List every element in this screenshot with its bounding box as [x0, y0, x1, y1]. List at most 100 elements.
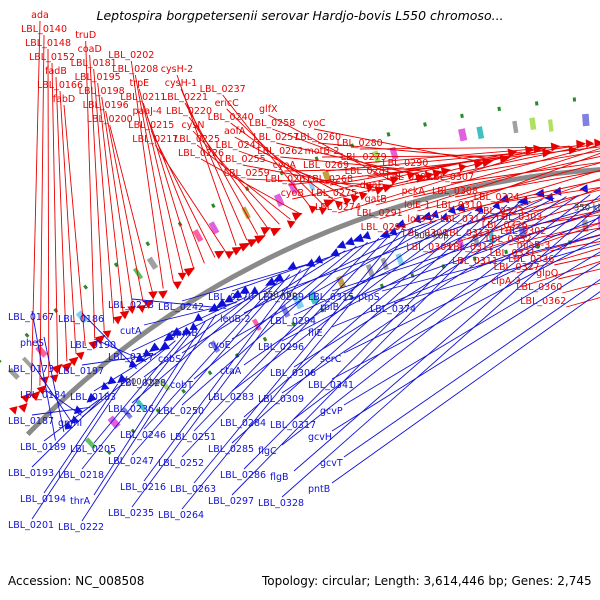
forward-gene-label: motB-2 — [305, 146, 340, 157]
cog-feature — [7, 367, 20, 380]
cog-feature — [512, 120, 519, 134]
reverse-gene-connector — [293, 194, 591, 420]
reverse-gene-arrow — [194, 312, 204, 322]
reverse-gene-label: LBL_0194 — [20, 494, 66, 505]
reverse-gene-label: LBL_0283 — [208, 392, 254, 403]
reverse-gene-connector — [43, 388, 82, 416]
reverse-gene-label: LBL_0306 — [270, 368, 316, 379]
reverse-gene-connector — [81, 340, 176, 418]
rna-feature — [497, 106, 502, 112]
cog-feature — [547, 119, 554, 132]
forward-gene-connector — [516, 247, 600, 274]
reverse-gene-label: LBL_0218 — [58, 470, 104, 481]
forward-gene-connector — [413, 156, 600, 198]
forward-gene-label: LBL_0195 — [75, 72, 121, 83]
forward-gene-connector — [30, 20, 41, 395]
forward-gene-connector — [500, 198, 600, 218]
reverse-gene-label: LBL_0317 — [270, 420, 316, 431]
forward-gene-label: LBL_0274 — [315, 202, 361, 213]
forward-gene-label: fadB — [45, 66, 67, 77]
cog-feature — [597, 218, 600, 231]
topology-summary: Topology: circular; Length: 3,614,446 bp… — [262, 574, 592, 588]
forward-gene-connector — [63, 104, 86, 346]
forward-gene-arrow — [88, 340, 99, 350]
reverse-gene-connector — [81, 327, 196, 470]
forward-gene-arrow — [61, 361, 73, 373]
cog-feature — [529, 117, 537, 131]
forward-gene-arrow — [247, 239, 258, 248]
reverse-gene-connector — [143, 301, 237, 326]
reverse-gene-label: LBL_0227 — [108, 352, 154, 363]
forward-gene-label: LBL_0148 — [25, 38, 71, 49]
reverse-gene-label: LBL_0189 — [20, 442, 66, 453]
forward-gene-label: LBL_0268 — [307, 174, 353, 185]
forward-gene-label: LBL_0152 — [29, 52, 75, 63]
forward-gene-label: LBL_0300 — [402, 228, 448, 239]
forward-gene-label: LBL_0312 — [448, 242, 494, 253]
scale-label: 300 kbp — [414, 232, 449, 242]
reverse-gene-label: LBL_0193 — [8, 468, 54, 479]
rna-feature — [423, 122, 427, 127]
forward-gene-label: LBL_0324 — [474, 192, 520, 203]
forward-gene-connector — [421, 169, 600, 226]
reverse-gene-label: LBL_0242 — [158, 302, 204, 313]
forward-gene-connector — [284, 167, 439, 172]
forward-gene-connector — [520, 261, 600, 288]
rna-feature — [211, 203, 216, 209]
forward-gene-arrow — [334, 200, 344, 209]
forward-gene-label: ada — [31, 10, 49, 21]
forward-gene-connector — [180, 88, 248, 241]
rna-feature — [0, 358, 2, 364]
forward-gene-label: LBL_0281 — [345, 166, 391, 177]
forward-gene-connector — [405, 146, 600, 170]
reverse-gene-connector — [331, 204, 600, 292]
forward-gene-connector — [192, 130, 280, 225]
forward-gene-label: LBL_0292 — [361, 222, 407, 233]
forward-gene-arrow — [358, 191, 368, 201]
reverse-gene-connector — [31, 376, 128, 520]
forward-gene-arrow — [224, 251, 235, 260]
reverse-gene-connector — [343, 227, 600, 354]
forward-gene-connector — [154, 144, 226, 252]
forward-gene-label: cyoB — [281, 188, 304, 199]
reverse-gene-label: LBL_0328 — [258, 498, 304, 509]
cog-feature — [476, 126, 485, 140]
cog-feature — [280, 304, 291, 318]
reverse-gene-label: gpmI — [58, 418, 82, 429]
reverse-gene-connector — [143, 279, 280, 430]
reverse-gene-label: cobS — [158, 354, 181, 365]
forward-gene-label: LBL_0226 — [178, 148, 224, 159]
rna-feature — [53, 308, 59, 313]
forward-gene-label: cyoC — [302, 118, 326, 129]
forward-gene-arrow — [68, 356, 79, 367]
forward-gene-connector — [101, 96, 134, 310]
reverse-gene-connector — [331, 291, 600, 484]
forward-gene-label: LBL_0314 — [440, 214, 486, 225]
reverse-gene-label: gcvP — [320, 406, 343, 417]
forward-gene-arrow — [238, 242, 251, 252]
forward-gene-arrow — [576, 139, 587, 149]
forward-gene-arrow — [550, 142, 560, 152]
forward-gene-connector — [150, 130, 216, 258]
forward-gene-label: LBL_0260 — [295, 132, 341, 143]
forward-gene-arrow — [318, 206, 327, 216]
forward-gene-label: truD — [75, 30, 96, 41]
forward-gene-label: LBL_0308 — [432, 186, 478, 197]
cog-feature — [84, 437, 97, 450]
reverse-gene-connector — [131, 298, 227, 309]
cog-feature — [192, 229, 204, 243]
forward-gene-label: LBL_0225 — [174, 134, 220, 145]
reverse-gene-connector — [131, 284, 269, 404]
forward-gene-label: LBL_0240 — [208, 112, 254, 123]
forward-gene-label: cysH-1 — [165, 78, 197, 89]
reverse-gene-connector — [81, 312, 137, 370]
reverse-gene-connector — [31, 391, 109, 468]
reverse-gene-connector — [131, 264, 313, 508]
reverse-gene-label: LBL_0284 — [220, 418, 266, 429]
reverse-gene-label: rpiB — [320, 302, 339, 313]
reverse-gene-arrow — [158, 341, 171, 352]
forward-gene-label: LBL_0237 — [200, 84, 246, 95]
reverse-gene-connector — [231, 206, 496, 444]
forward-gene-label: LBL_0291 — [357, 208, 403, 219]
